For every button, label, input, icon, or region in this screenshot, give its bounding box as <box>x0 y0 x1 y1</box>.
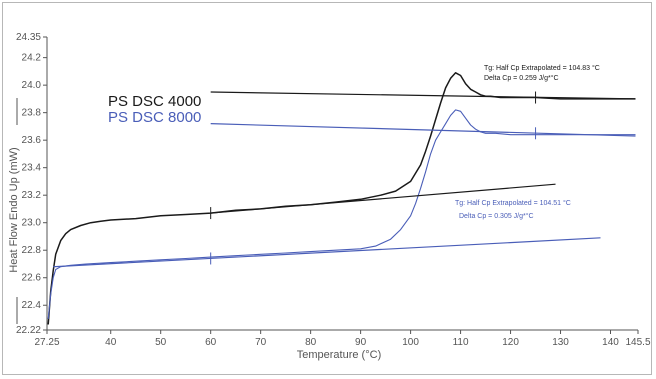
legend-entry-ps-dsc-8000: PS DSC 8000 <box>108 109 201 126</box>
annotation-8000-tg: Tg: Half Cp Extrapolated = 104.51 °C <box>455 199 571 207</box>
y-tick-label: 24.2 <box>22 53 42 64</box>
y-tick-label: 23.2 <box>22 190 42 201</box>
y-tick-label: 22.8 <box>22 245 42 256</box>
annotation-4000-tg: Tg: Half Cp Extrapolated = 104.83 °C <box>484 64 600 72</box>
x-tick-label: 120 <box>502 337 519 348</box>
x-tick-label: 90 <box>355 337 367 348</box>
x-tick-label: 60 <box>205 337 217 348</box>
y-tick-label: 23.0 <box>22 218 42 229</box>
x-tick-label: 100 <box>402 337 419 348</box>
y-tick-label: 22.6 <box>22 273 42 284</box>
annotation-4000-delta-cp: Delta Cp = 0.259 J/g*°C <box>484 74 559 82</box>
series-line-2 <box>47 109 636 320</box>
baselines-group <box>53 91 636 268</box>
y-axis-label: Heat Flow Endo Up (mW) <box>8 147 20 272</box>
chart-frame <box>2 2 652 375</box>
x-tick-label: 27.25 <box>34 337 59 348</box>
baseline-line-3 <box>53 237 601 268</box>
x-tick-label: 40 <box>105 337 117 348</box>
baseline-line-1 <box>210 183 556 214</box>
markers-group <box>210 91 537 265</box>
annotation-8000-delta-cp: Delta Cp = 0.305 J/g*°C <box>459 212 534 220</box>
legend-entry-ps-dsc-4000: PS DSC 4000 <box>108 93 201 110</box>
x-tick-label: 130 <box>552 337 569 348</box>
y-tick-label: 23.6 <box>22 135 42 146</box>
x-tick-label: 110 <box>453 337 469 348</box>
axes: 22.22 22.4 22.6 22.8 23.0 23.2 23.4 23.6 23.8 24.… <box>16 32 651 348</box>
baseline-line-2 <box>210 91 636 100</box>
y-tick-label: 24.0 <box>22 80 42 91</box>
x-tick-label: 140 <box>602 337 619 348</box>
y-tick-label: 23.8 <box>22 108 42 119</box>
y-tick-label: 23.4 <box>22 163 42 174</box>
y-tick-label: 22.4 <box>22 300 42 311</box>
x-axis-label: Temperature (°C) <box>297 349 381 361</box>
x-tick-label: 80 <box>305 337 317 348</box>
y-tick-label: 22.22 <box>16 325 41 336</box>
x-tick-label: 50 <box>155 337 167 348</box>
baseline-line-4 <box>210 123 636 137</box>
y-tick-label: 24.35 <box>16 32 41 43</box>
x-tick-label: 70 <box>255 337 267 348</box>
x-tick-label: 145.5 <box>625 337 650 348</box>
